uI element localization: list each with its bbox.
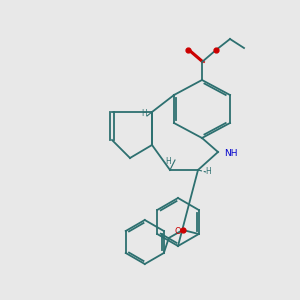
Text: H: H (205, 167, 211, 176)
Text: O: O (175, 226, 181, 236)
Text: H: H (141, 110, 147, 118)
Text: H: H (165, 158, 171, 166)
Text: NH: NH (224, 149, 238, 158)
